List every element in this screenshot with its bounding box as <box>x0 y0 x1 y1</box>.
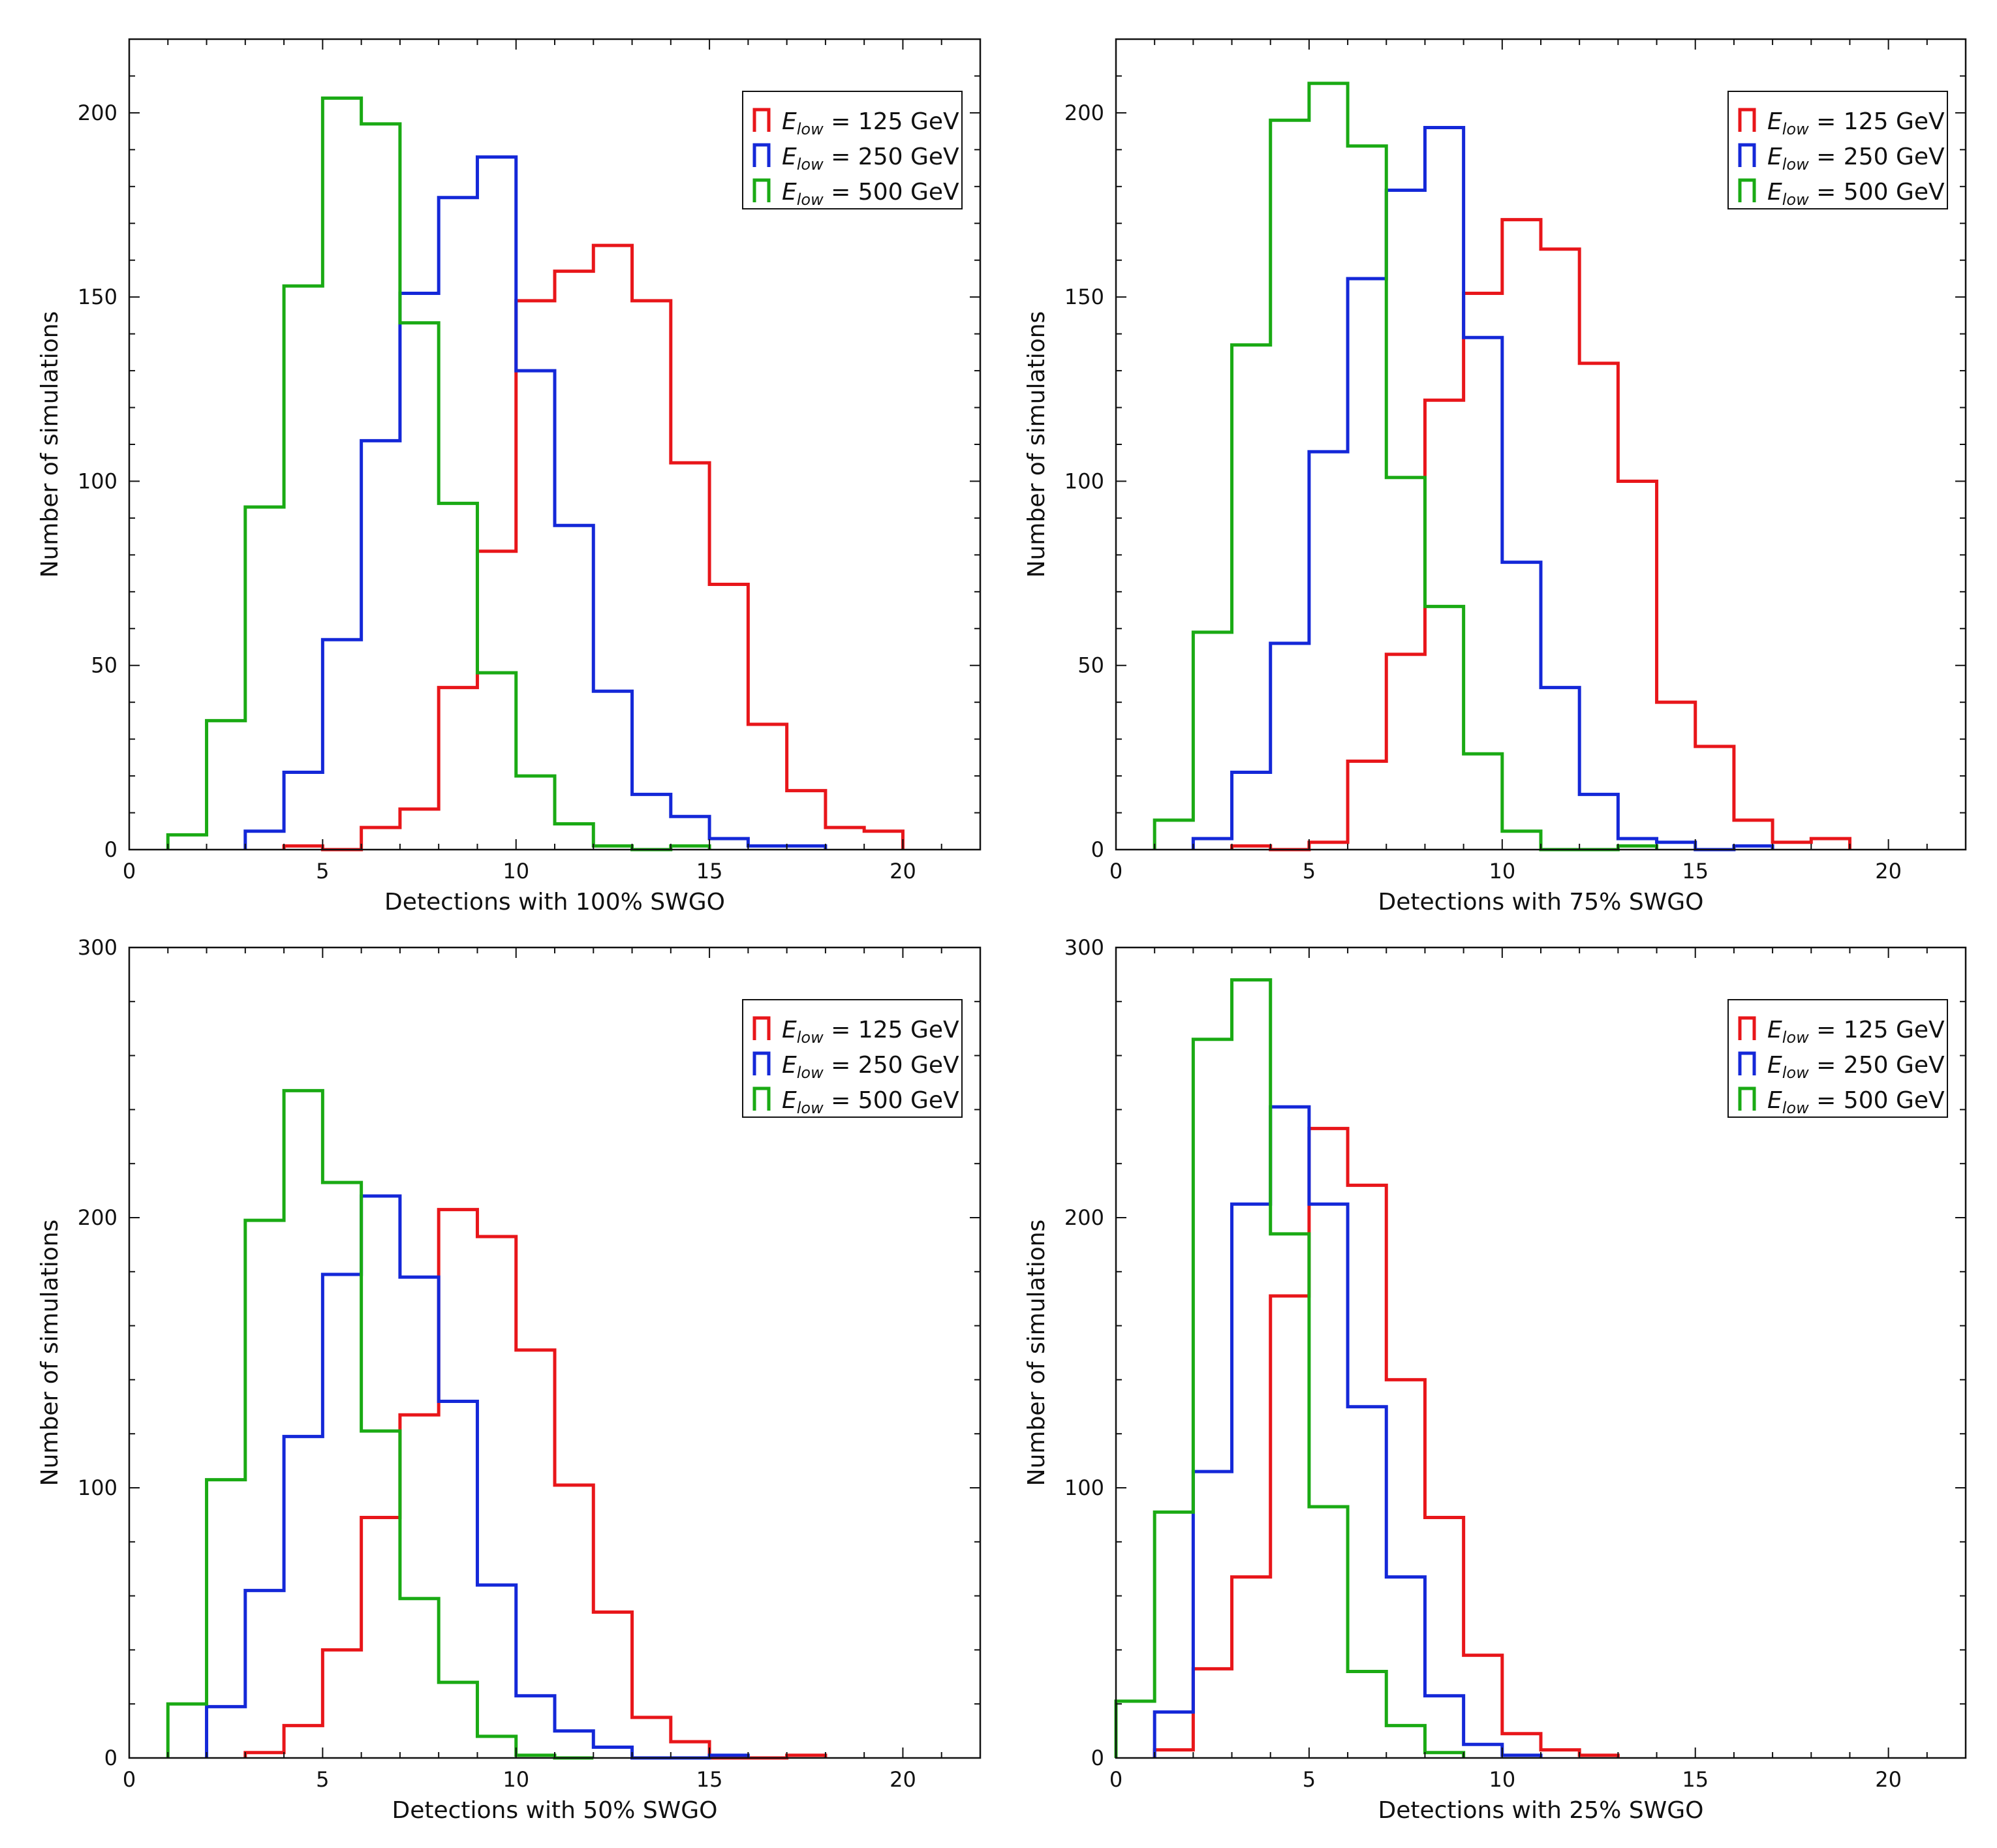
y-tick-label: 100 <box>78 469 117 493</box>
y-tick-label: 0 <box>1091 837 1104 862</box>
x-tick-label: 0 <box>123 859 136 884</box>
histogram-series-2 <box>243 155 828 850</box>
x-tick-label: 15 <box>1682 1767 1709 1792</box>
y-tick-label: 100 <box>78 1475 117 1500</box>
legend-box <box>1727 91 1948 209</box>
histogram-series-1 <box>282 243 905 852</box>
x-tick-label: 0 <box>1109 1767 1122 1792</box>
histogram-series-2 <box>1191 125 1774 852</box>
y-axis-label: Number of simulations <box>1023 1220 1050 1486</box>
histogram-series-2 <box>205 1194 750 1760</box>
legend-box <box>742 91 963 209</box>
x-axis-label: Detections with 100% SWGO <box>384 889 725 916</box>
y-tick-label: 200 <box>1064 100 1104 125</box>
y-tick-label: 100 <box>1064 469 1104 493</box>
legend-label: Elow = 250 GeV <box>782 144 959 174</box>
x-tick-label: 15 <box>696 859 723 884</box>
y-tick-label: 150 <box>1064 285 1104 309</box>
legend-label: Elow = 250 GeV <box>1767 144 1945 174</box>
legend: Elow = 125 GeV Elow = 250 GeV Elow = 500 G… <box>1727 91 1948 209</box>
x-tick-label: 5 <box>316 1767 329 1792</box>
y-tick-label: 50 <box>91 653 117 678</box>
legend: Elow = 125 GeV Elow = 250 GeV Elow = 500 G… <box>742 999 963 1118</box>
x-tick-label: 10 <box>503 1767 529 1792</box>
legend-swatch <box>752 1086 771 1111</box>
x-tick-label: 5 <box>1303 1767 1316 1792</box>
x-tick-label: 20 <box>1875 1767 1902 1792</box>
y-tick-label: 300 <box>78 935 117 960</box>
y-tick-label: 100 <box>1064 1475 1104 1500</box>
y-tick-label: 0 <box>1091 1746 1104 1770</box>
y-tick-label: 150 <box>78 285 117 309</box>
legend-label: Elow = 250 GeV <box>1767 1052 1945 1082</box>
x-tick-label: 15 <box>1682 859 1709 884</box>
legend-swatch <box>752 143 771 167</box>
legend-swatch <box>752 178 771 202</box>
x-tick-label: 20 <box>890 1767 916 1792</box>
y-tick-label: 200 <box>1064 1205 1104 1230</box>
x-tick-label: 10 <box>1489 1767 1515 1792</box>
y-tick-label: 0 <box>104 837 117 862</box>
x-axis-label: Detections with 50% SWGO <box>392 1797 717 1824</box>
x-tick-label: 5 <box>316 859 329 884</box>
legend-swatch <box>752 108 771 132</box>
x-axis-label: Detections with 25% SWGO <box>1378 1797 1703 1824</box>
legend-label: Elow = 250 GeV <box>782 1052 959 1082</box>
x-tick-label: 20 <box>890 859 916 884</box>
legend-label: Elow = 125 GeV <box>1767 108 1945 138</box>
y-tick-label: 50 <box>1077 653 1104 678</box>
y-axis-label: Number of simulations <box>1023 311 1050 578</box>
x-tick-label: 0 <box>123 1767 136 1792</box>
histogram-series-3 <box>1153 82 1659 852</box>
x-tick-label: 15 <box>696 1767 723 1792</box>
histogram-series-1 <box>1153 1126 1620 1758</box>
y-tick-label: 200 <box>78 1205 117 1230</box>
histogram-series-3 <box>1114 978 1466 1758</box>
legend-label: Elow = 500 GeV <box>1767 1087 1945 1117</box>
legend-swatch <box>1738 108 1756 132</box>
legend-label: Elow = 500 GeV <box>782 1087 959 1117</box>
legend-swatch <box>1738 178 1756 202</box>
x-tick-label: 10 <box>503 859 529 884</box>
legend-label: Elow = 125 GeV <box>1767 1017 1945 1047</box>
legend-label: Elow = 125 GeV <box>782 1017 959 1047</box>
x-axis-label: Detections with 75% SWGO <box>1378 889 1703 916</box>
x-tick-label: 5 <box>1303 859 1316 884</box>
y-axis-label: Number of simulations <box>37 311 63 578</box>
x-tick-label: 10 <box>1489 859 1515 884</box>
histogram-series-3 <box>166 1088 594 1760</box>
legend-swatch <box>1738 143 1756 167</box>
legend-swatch <box>752 1051 771 1075</box>
legend: Elow = 125 GeV Elow = 250 GeV Elow = 500 G… <box>742 91 963 209</box>
legend-box <box>1727 999 1948 1118</box>
legend: Elow = 125 GeV Elow = 250 GeV Elow = 500 G… <box>1727 999 1948 1118</box>
x-tick-label: 0 <box>1109 859 1122 884</box>
legend-swatch <box>1738 1016 1756 1040</box>
legend-swatch <box>1738 1086 1756 1111</box>
y-tick-label: 200 <box>78 100 117 125</box>
histogram-series-1 <box>243 1208 828 1760</box>
x-tick-label: 20 <box>1875 859 1902 884</box>
y-tick-label: 300 <box>1064 935 1104 960</box>
histogram-series-2 <box>1153 1105 1543 1758</box>
legend-label: Elow = 500 GeV <box>782 179 959 209</box>
legend-swatch <box>1738 1051 1756 1075</box>
histogram-series-1 <box>1230 218 1851 852</box>
y-tick-label: 0 <box>104 1746 117 1770</box>
legend-label: Elow = 500 GeV <box>1767 179 1945 209</box>
legend-label: Elow = 125 GeV <box>782 108 959 138</box>
legend-swatch <box>752 1016 771 1040</box>
y-axis-label: Number of simulations <box>37 1220 63 1486</box>
legend-box <box>742 999 963 1118</box>
